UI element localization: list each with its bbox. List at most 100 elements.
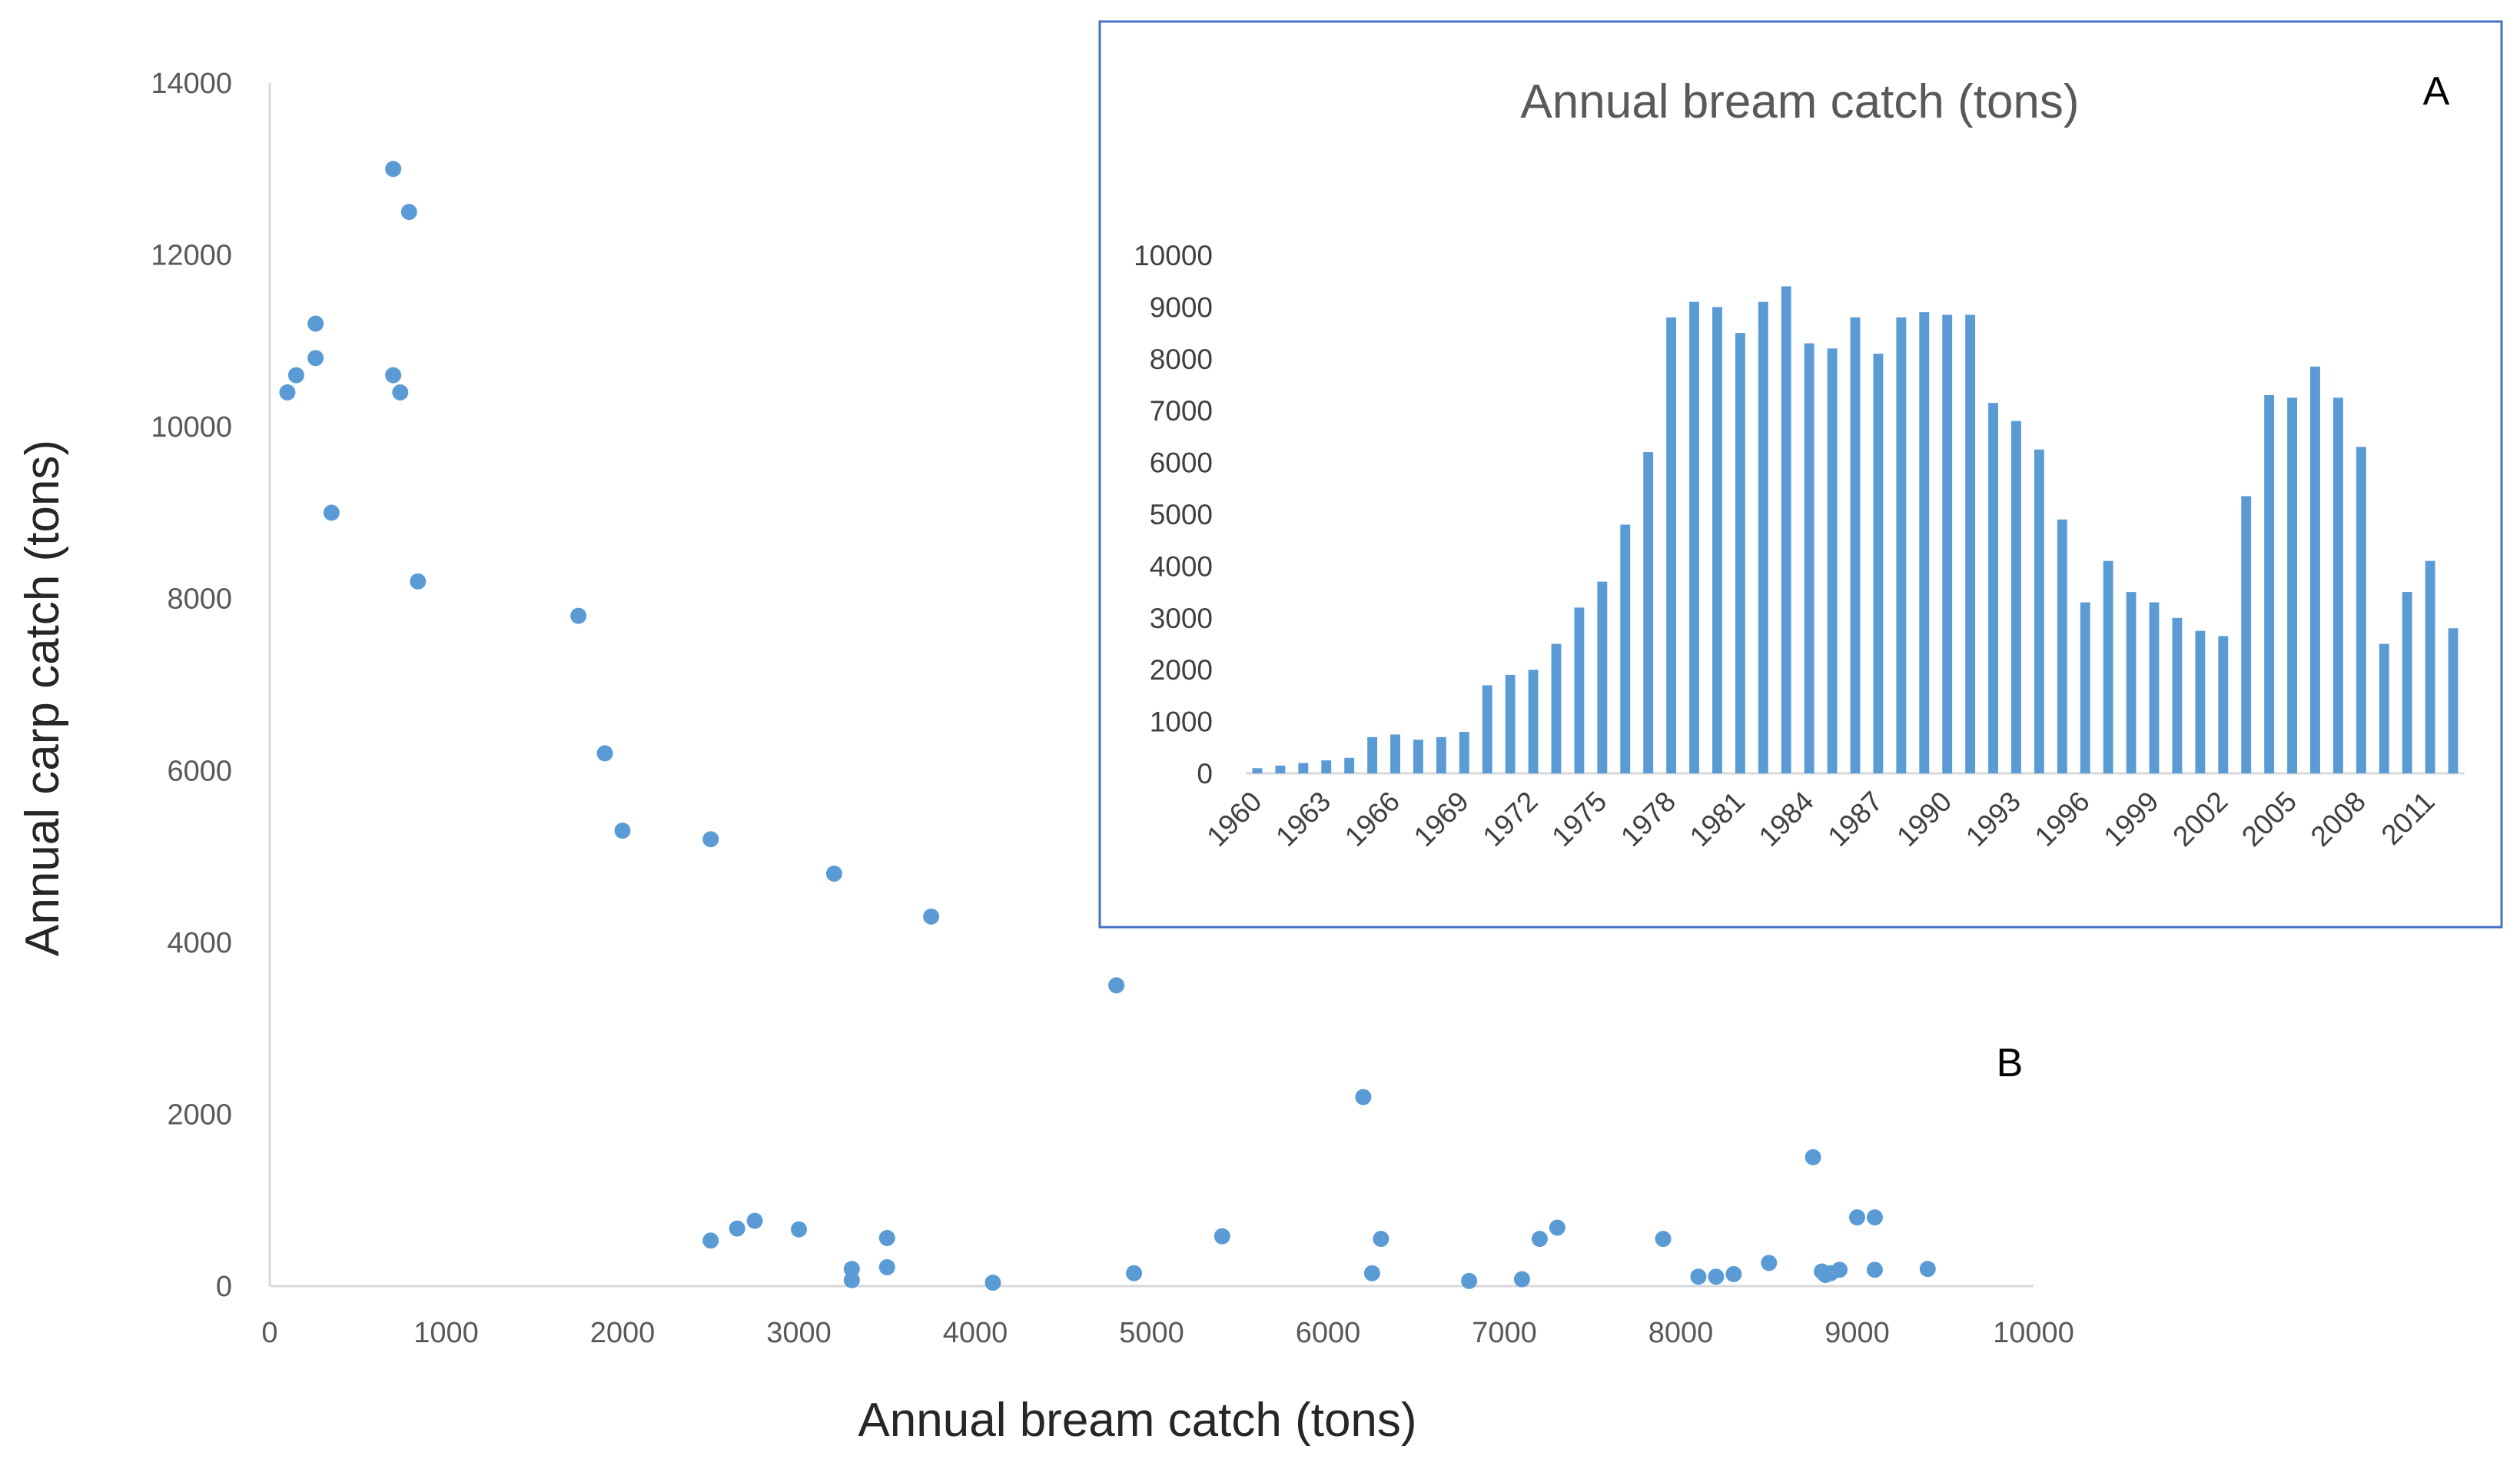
inset-bar [1919,312,1930,773]
inset-y-tick-label: 4000 [1150,550,1213,582]
scatter-point [746,1212,763,1229]
inset-bar [2126,592,2137,773]
inset-bar [2241,496,2252,773]
scatter-point [843,1261,860,1278]
scatter-point [1655,1231,1672,1248]
scatter-point [729,1220,745,1237]
scatter-point [1461,1272,1478,1289]
inset-bar [1321,760,1332,773]
inset-bar [2057,519,2067,773]
scatter-x-tick-label: 4000 [943,1317,1008,1349]
scatter-point [825,865,842,882]
scatter-point [307,315,324,332]
scatter-point [392,384,409,401]
inset-y-tick-label: 7000 [1150,395,1213,427]
inset-bar [2195,630,2206,773]
inset-bar [1804,343,1814,774]
scatter-y-tick-label: 10000 [151,411,232,444]
inset-y-tick-label: 3000 [1150,603,1213,634]
inset-bar [1252,768,1263,773]
scatter-point [385,161,402,178]
inset-bar [1666,317,1677,773]
inset-bar [2287,397,2297,773]
panel-label-b: B [1997,1041,2024,1085]
scatter-point [1108,977,1125,994]
inset-y-tick-label: 9000 [1150,291,1213,323]
inset-bar [2264,394,2275,773]
inset-y-tick-label: 2000 [1150,654,1213,686]
scatter-x-tick-label: 7000 [1472,1317,1537,1349]
inset-bar [2080,602,2090,773]
scatter-x-axis-title: Annual bream catch (tons) [858,1394,1416,1447]
scatter-y-tick-labels: 0 2000 4000 6000 8000 10000 12000 14000 [151,68,232,1303]
scatter-point [279,384,296,401]
inset-y-tick-label: 8000 [1150,344,1213,375]
inset-bar [1482,685,1492,773]
scatter-point [410,573,427,590]
scatter-x-tick-label: 9000 [1824,1317,1890,1349]
scatter-point [843,1272,860,1288]
inset-bar [1781,286,1791,773]
inset-bar [2034,449,2044,773]
inset-bars [1252,286,2459,774]
scatter-point [1513,1271,1530,1288]
scatter-point [923,908,940,925]
inset-bar [1574,607,1585,773]
scatter-point [323,504,340,521]
scatter-y-tick-label: 6000 [167,755,232,787]
scatter-point [791,1221,807,1238]
scatter-point [1805,1149,1821,1165]
inset-bar [1413,740,1423,773]
inset-bar [1758,301,1768,773]
inset-bar [1505,674,1516,773]
scatter-point [1919,1261,1936,1278]
panel-label-a: A [2423,69,2450,114]
inset-bar [1597,581,1608,773]
inset-bar [2172,617,2183,773]
scatter-y-tick-label: 8000 [167,583,232,616]
scatter-point [1531,1231,1548,1248]
inset-bar [1988,403,1998,773]
inset-bar [2332,397,2343,773]
scatter-point [614,823,631,839]
inset-bar [2218,636,2229,773]
inset-bar [2149,602,2160,773]
scatter-x-tick-label: 6000 [1296,1317,1361,1349]
scatter-point [596,745,613,762]
inset-bar [1942,314,1953,773]
inset-y-tick-label: 5000 [1150,499,1213,530]
inset-bar [1965,314,1976,773]
scatter-point [1214,1228,1230,1245]
scatter-point [1761,1255,1778,1272]
inset-bar [2425,560,2435,773]
inset-bar [1275,765,1286,773]
scatter-point [570,607,587,624]
inset-bar [1827,348,1838,773]
scatter-y-axis-title: Annual carp catch (tons) [16,440,69,956]
inset-bar [1712,307,1722,773]
inset-bar [1735,333,1745,774]
scatter-x-tick-label: 2000 [590,1317,656,1349]
scatter-point [1373,1231,1389,1248]
inset-y-tick-labels: 0 1000 2000 3000 4000 5000 6000 7000 8000 9000 100… [1134,240,1213,790]
scatter-point [1363,1265,1380,1282]
scatter-x-tick-label: 1000 [413,1317,479,1349]
scatter-point [878,1229,895,1246]
inset-bar [2356,447,2366,773]
inset-bar [2379,643,2389,773]
scatter-point [984,1275,1001,1291]
scatter-x-tick-label: 5000 [1119,1317,1184,1349]
inset-bar [1436,736,1446,773]
inset-bar [1551,643,1562,773]
scatter-point [287,367,304,384]
scatter-point [1549,1219,1565,1236]
inset-bar [2448,628,2459,773]
inset-bar [1367,736,1378,773]
scatter-point [1708,1268,1725,1285]
scatter-point [1866,1209,1883,1226]
inset-y-tick-label: 0 [1197,758,1213,790]
scatter-point [1849,1209,1865,1226]
inset-y-tick-label: 1000 [1150,706,1213,738]
